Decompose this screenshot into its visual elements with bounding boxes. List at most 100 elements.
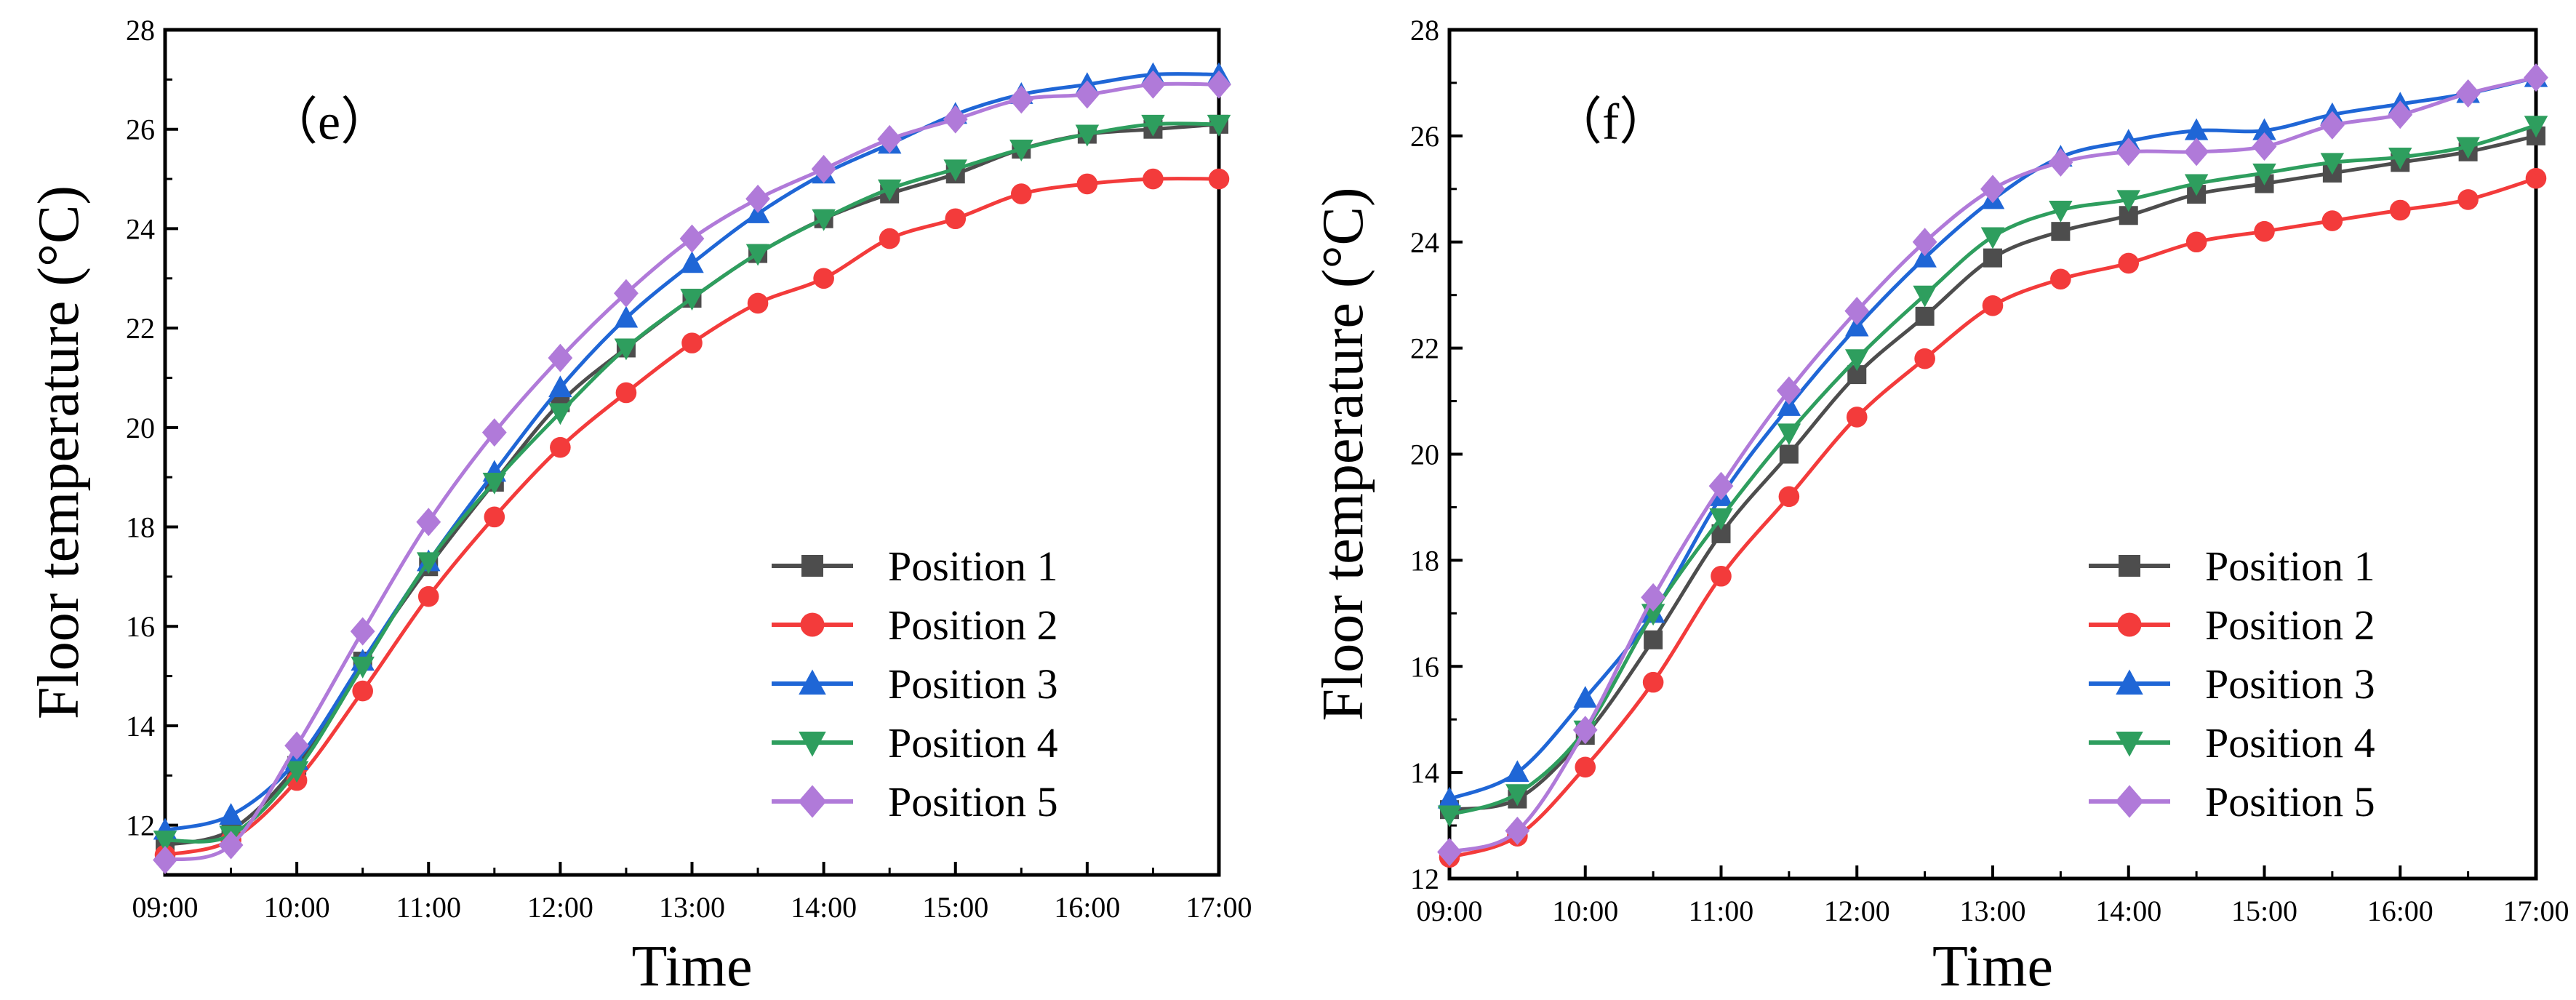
circle-marker <box>2185 231 2207 253</box>
series-2 <box>154 168 1230 865</box>
series-5 <box>153 70 1231 874</box>
series-line <box>164 81 1220 862</box>
triangle-down-marker <box>2388 148 2412 169</box>
x-tick-label: 10:00 <box>1552 895 1618 927</box>
x-tick-label: 12:00 <box>1824 895 1890 927</box>
diamond-marker <box>2524 63 2548 92</box>
diamond-marker <box>877 124 903 153</box>
square-marker <box>801 555 823 577</box>
diamond-marker <box>2116 137 2141 167</box>
diamond-marker <box>153 845 177 874</box>
circle-marker <box>1982 295 2004 316</box>
triangle-down-marker <box>2456 137 2480 159</box>
diamond-marker <box>1708 471 1734 500</box>
triangle-down-marker <box>680 289 704 311</box>
triangle-down-marker <box>417 552 441 575</box>
triangle-up-marker <box>799 669 826 695</box>
triangle-down-marker <box>812 209 836 231</box>
legend-label: Position 4 <box>888 719 1058 767</box>
x-tick-label: 16:00 <box>2367 895 2433 927</box>
diamond-marker <box>2115 785 2144 818</box>
diamond-marker <box>416 508 441 537</box>
triangle-down-marker <box>1980 227 2005 249</box>
diamond-marker <box>745 184 770 213</box>
x-axis-label: Time <box>631 935 752 999</box>
legend-label: Position 3 <box>2205 660 2375 708</box>
diamond-marker <box>811 154 836 183</box>
triangle-down-marker <box>2524 116 2548 138</box>
y-axis-label: Floor temperature (°C) <box>1311 188 1375 721</box>
legend-label: Position 3 <box>888 660 1058 708</box>
y-tick-label: 22 <box>1410 332 1439 365</box>
diamond-marker <box>2252 132 2277 161</box>
diamond-marker <box>1912 228 1937 257</box>
circle-marker <box>2118 252 2140 274</box>
triangle-down-marker <box>1141 114 1165 137</box>
triangle-down-marker <box>2116 190 2140 212</box>
series-line <box>164 177 1220 857</box>
diamond-marker <box>1641 583 1666 612</box>
x-tick-label: 12:00 <box>527 891 593 924</box>
circle-marker <box>813 268 834 289</box>
panel-label: （f） <box>1551 95 1670 151</box>
triangle-down-marker <box>284 761 309 783</box>
diamond-marker <box>218 831 244 860</box>
circle-marker <box>2525 167 2547 189</box>
circle-marker <box>1642 671 1664 693</box>
triangle-up-marker <box>680 251 704 273</box>
y-tick-label: 20 <box>126 412 155 444</box>
circle-marker <box>681 332 703 353</box>
diamond-marker <box>2048 148 2073 177</box>
triangle-down-marker <box>1437 805 1462 828</box>
triangle-down-marker <box>2184 174 2209 196</box>
diamond-marker <box>481 418 507 447</box>
triangle-down-marker <box>1777 423 1801 446</box>
triangle-down-marker <box>1505 784 1529 807</box>
diamond-marker <box>548 343 573 372</box>
circle-marker <box>2457 189 2479 210</box>
legend-label: Position 2 <box>888 601 1058 649</box>
y-tick-label: 22 <box>126 312 155 345</box>
triangle-up-marker <box>614 305 639 328</box>
series-4 <box>153 114 1231 853</box>
circle-marker <box>1208 168 1230 190</box>
diamond-marker <box>1140 70 1166 99</box>
triangle-down-marker <box>1075 124 1100 147</box>
x-tick-label: 15:00 <box>922 891 988 924</box>
triangle-up-marker <box>1777 393 1801 416</box>
triangle-up-marker <box>1437 786 1462 809</box>
triangle-down-marker <box>943 159 967 182</box>
circle-marker <box>2254 220 2275 242</box>
legend-label: Position 1 <box>2205 543 2375 590</box>
x-tick-label: 14:00 <box>2095 895 2161 927</box>
diamond-marker <box>350 617 375 646</box>
legend-label: Position 4 <box>2205 719 2375 767</box>
y-tick-label: 28 <box>1410 14 1439 47</box>
triangle-down-marker <box>1913 285 1937 308</box>
square-marker <box>1644 630 1663 649</box>
diamond-marker <box>1844 297 1870 326</box>
triangle-up-marker <box>2184 118 2209 140</box>
triangle-up-marker <box>1505 760 1529 783</box>
diamond-marker <box>2184 137 2209 167</box>
circle-marker <box>2389 199 2411 221</box>
square-marker <box>2119 555 2140 577</box>
triangle-down-marker <box>482 473 507 495</box>
triangle-up-marker <box>1913 245 1937 268</box>
diamond-marker <box>679 224 705 253</box>
legend-label: Position 5 <box>2205 778 2375 825</box>
y-tick-label: 14 <box>1410 756 1439 789</box>
y-tick-label: 28 <box>126 14 155 47</box>
circle-marker <box>615 382 637 404</box>
circle-marker <box>1914 348 1935 369</box>
y-tick-label: 16 <box>1410 650 1439 683</box>
circle-marker <box>417 585 439 607</box>
x-tick-label: 11:00 <box>396 891 461 924</box>
y-tick-label: 16 <box>126 610 155 643</box>
diamond-marker <box>1776 376 1801 405</box>
chart-panel-e: 12 14 16 18 20 22 24 26 28 09:00 10:00 11:00 12:00 13… <box>27 14 1252 999</box>
chart-panel-f: 12 14 16 18 20 22 24 26 28 09:00 10:00 11:00 12:00 13… <box>1311 14 2569 999</box>
legend: Position 1 Position 2 Position 3 Position 4… <box>772 543 1058 825</box>
y-tick-label: 14 <box>126 710 155 743</box>
